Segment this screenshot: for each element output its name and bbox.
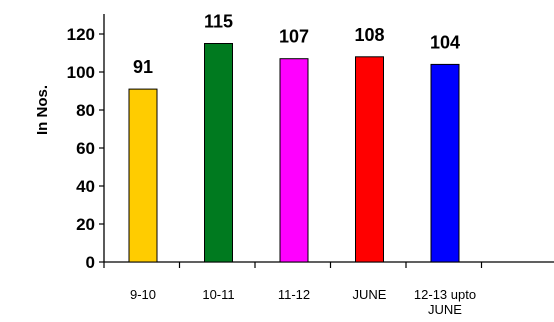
x-tick-label: 12-13 upto JUNE	[414, 287, 476, 317]
y-tick-label: 40	[76, 177, 95, 196]
bar	[279, 58, 309, 263]
data-labels: 91 115 107 108 104	[133, 12, 460, 78]
data-label: 104	[430, 32, 460, 52]
data-label: 108	[354, 25, 384, 45]
bar	[355, 56, 384, 263]
x-tick-label: 9-10	[130, 287, 156, 302]
y-tick-label: 20	[76, 215, 95, 234]
y-tick-label: 0	[86, 253, 95, 272]
x-tick-label: 11-12	[278, 287, 310, 302]
x-tick-label: JUNE	[353, 287, 387, 302]
bars	[128, 43, 460, 263]
y-tick-labels: 0 20 40 60 80 100 120	[67, 25, 95, 272]
y-tick-label: 100	[67, 63, 95, 82]
y-tick-label: 60	[76, 139, 95, 158]
data-label: 115	[204, 12, 233, 32]
bar	[430, 63, 460, 263]
axes	[99, 14, 554, 268]
x-tick-labels: 9-10 10-11 11-12 JUNE 12-13 upto JUNE	[130, 287, 476, 317]
data-label: 91	[133, 57, 153, 77]
data-label: 107	[279, 27, 309, 47]
bar	[128, 88, 158, 263]
y-tick-label: 80	[76, 101, 95, 120]
x-tick-label: 10-11	[202, 287, 234, 302]
y-tick-label: 120	[67, 25, 95, 44]
bar	[204, 43, 233, 263]
y-axis-label: In Nos.	[34, 85, 51, 135]
